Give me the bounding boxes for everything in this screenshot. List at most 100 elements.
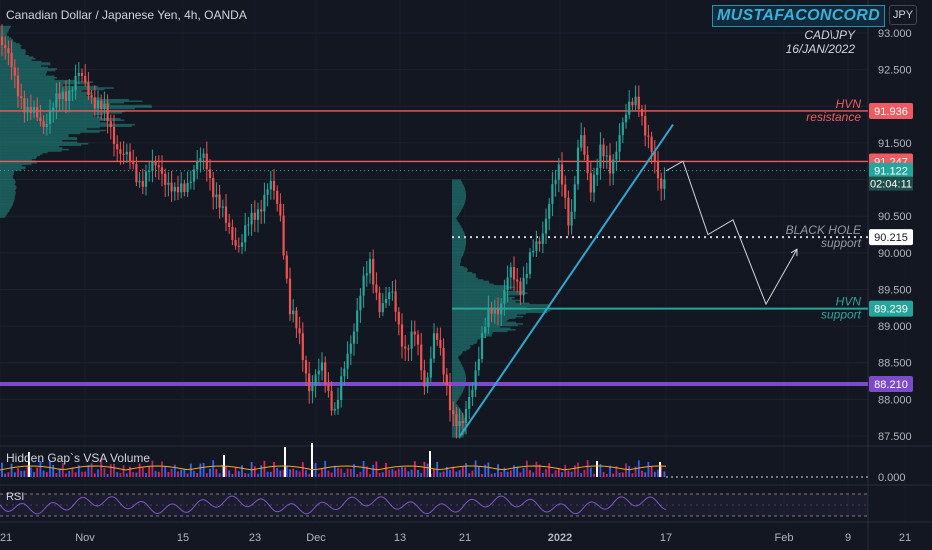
volume-bar-154 xyxy=(493,473,496,477)
profile-right-bar-27 xyxy=(452,219,457,221)
candle-18 xyxy=(58,81,61,112)
profile-left-bar-59 xyxy=(0,112,122,114)
candle-67 xyxy=(215,182,218,210)
volume-bar-17 xyxy=(55,473,58,477)
volume-bar-179 xyxy=(573,465,576,477)
profile-left-bar-128 xyxy=(0,213,8,215)
volume-bar-73 xyxy=(234,466,237,477)
volume-indicator-label: Hidden Gap`s VSA Volume xyxy=(6,451,151,465)
time-axis[interactable]: 21 Nov 15 23 Dec 13 21 2022 17 Feb 9 21 xyxy=(0,532,911,544)
volume-bar-181 xyxy=(580,472,583,477)
volume-bar-55 xyxy=(177,471,179,477)
volume-bar-194 xyxy=(621,472,624,477)
candle-116 xyxy=(372,249,375,294)
volume-bar-195 xyxy=(625,463,627,477)
profile-right-bar-61 xyxy=(452,268,468,271)
volume-bar-100 xyxy=(321,468,323,477)
candle-85 xyxy=(272,168,276,200)
profile-right-bar-30 xyxy=(452,223,460,226)
currency-button[interactable]: JPY xyxy=(889,5,917,25)
profile-left-bar-56 xyxy=(0,107,135,110)
volume-bar-113 xyxy=(362,461,365,477)
profile-right-bar-103 xyxy=(452,330,508,333)
candle-23 xyxy=(74,64,77,100)
candle-183 xyxy=(586,146,589,181)
candle-64 xyxy=(205,141,208,182)
x-tick-11: 21 xyxy=(899,532,911,544)
volume-bar-146 xyxy=(468,473,471,477)
candle-198 xyxy=(634,85,637,112)
volume-bar-37 xyxy=(119,473,122,477)
volume-bar-162 xyxy=(519,472,522,477)
profile-right-bar-117 xyxy=(452,351,463,353)
candle-40 xyxy=(128,143,132,170)
profile-left-bar-108 xyxy=(0,183,15,186)
volume-bar-127 xyxy=(407,471,410,477)
candle-140 xyxy=(448,372,452,422)
profile-right-bar-152 xyxy=(452,402,457,404)
candle-76 xyxy=(244,212,247,252)
candle-45 xyxy=(144,164,148,196)
candle-130 xyxy=(416,330,420,356)
candle-44 xyxy=(141,168,144,195)
profile-left-bar-39 xyxy=(0,82,88,85)
candle-122 xyxy=(391,280,394,301)
profile-right-bar-22 xyxy=(452,211,460,214)
volume-bar-102 xyxy=(327,470,330,477)
profile-right-bar-6 xyxy=(452,188,466,190)
price-axis[interactable]: 93.00092.50092.00091.50091.00090.50090.0… xyxy=(869,28,913,443)
candle-142 xyxy=(455,406,458,439)
profile-left-bar-94 xyxy=(0,163,32,166)
candle-17 xyxy=(55,82,58,120)
profile-right-bar-78 xyxy=(452,293,519,296)
profile-right-bar-64 xyxy=(452,273,476,275)
brand-watermark: MUSTAFACONCORD xyxy=(712,5,886,27)
volume-bar-79 xyxy=(253,466,256,477)
candle-162 xyxy=(519,277,522,305)
candle-114 xyxy=(365,260,368,287)
profile-right-bar-51 xyxy=(452,254,464,256)
profile-left-bar-34 xyxy=(0,75,55,78)
volume-bar-163 xyxy=(522,467,525,477)
candle-33 xyxy=(106,94,109,134)
profile-left-bar-26 xyxy=(0,63,51,66)
volume-bar-116 xyxy=(372,464,375,477)
volume-bar-41 xyxy=(132,472,135,477)
candle-156 xyxy=(500,298,503,327)
price-label-3: 02:04:11 xyxy=(869,176,913,191)
profile-right-bar-63 xyxy=(452,271,473,274)
candle-52 xyxy=(167,172,170,197)
profile-right-bar-144 xyxy=(452,390,464,393)
candle-192 xyxy=(615,141,618,171)
profile-left-bar-40 xyxy=(0,84,64,86)
volume-bar-27 xyxy=(87,465,90,477)
y-tick-7: 89.500 xyxy=(878,284,912,296)
profile-left-bar-12 xyxy=(0,43,20,45)
profile-left-bar-112 xyxy=(0,189,16,192)
candle-179 xyxy=(573,175,576,219)
profile-right-bar-5 xyxy=(452,186,465,189)
profile-right-bar-128 xyxy=(452,367,464,369)
profile-right-bar-97 xyxy=(452,321,517,324)
candle-49 xyxy=(157,155,160,180)
candle-178 xyxy=(570,199,573,235)
candle-199 xyxy=(637,85,640,118)
profile-left-bar-100 xyxy=(0,172,14,174)
candle-173 xyxy=(554,170,557,197)
profile-left-bar-45 xyxy=(0,91,92,94)
volume-bar-135 xyxy=(433,468,435,477)
candle-21 xyxy=(68,79,71,113)
profile-right-bar-21 xyxy=(452,210,461,212)
volume-bar-88 xyxy=(282,469,285,477)
candle-70 xyxy=(224,194,228,232)
profile-right-bar-125 xyxy=(452,362,462,365)
candle-22 xyxy=(71,86,74,102)
y-tick-11: 87.500 xyxy=(878,431,912,443)
profile-left-bar-49 xyxy=(0,97,101,100)
volume-bar-132 xyxy=(423,461,426,477)
x-tick-8: 17 xyxy=(660,532,672,544)
candle-206 xyxy=(660,172,663,201)
candle-91 xyxy=(292,299,295,323)
